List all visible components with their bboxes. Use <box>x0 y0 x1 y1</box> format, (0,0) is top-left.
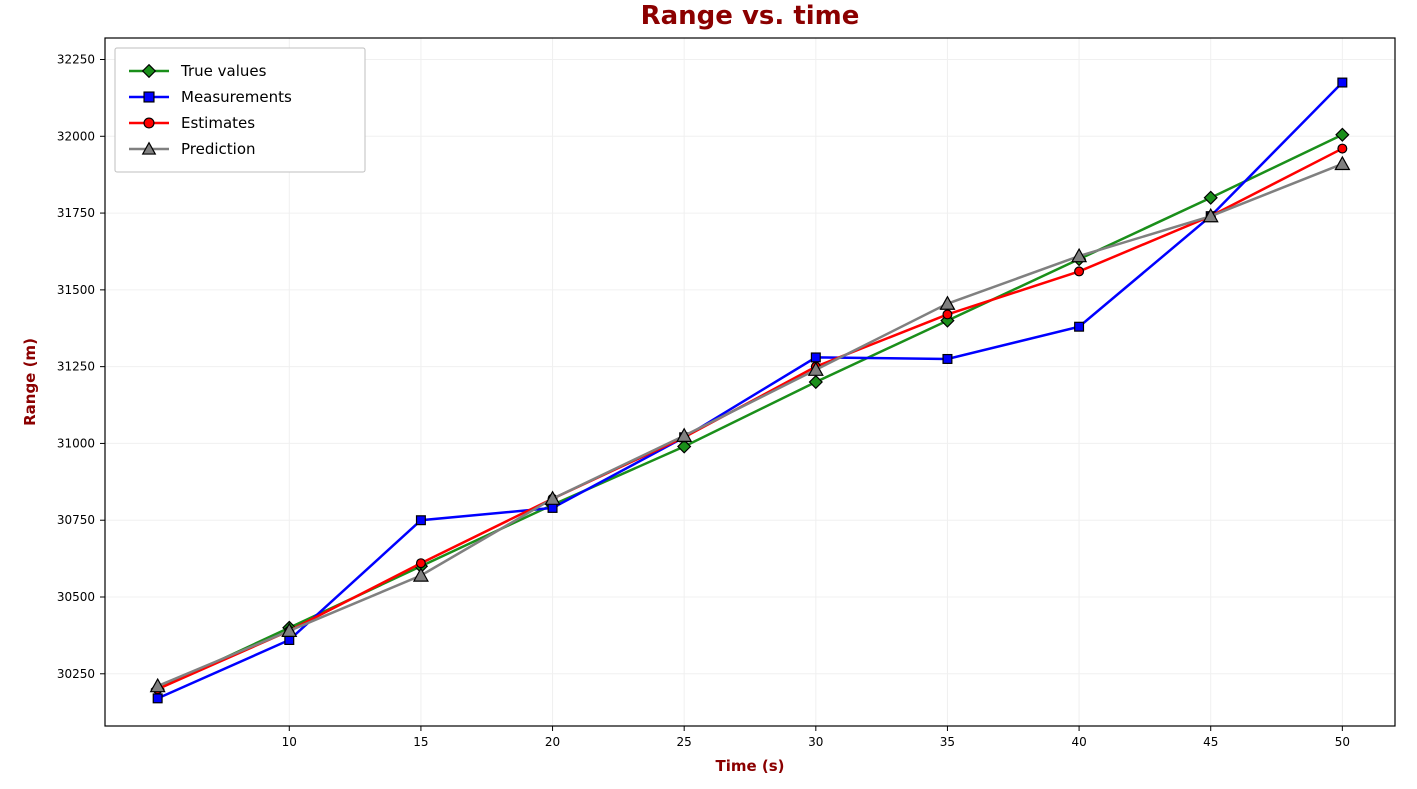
xtick-label: 45 <box>1203 735 1218 749</box>
legend-label: True values <box>180 62 267 80</box>
ytick-label: 32000 <box>57 129 95 143</box>
xtick-label: 35 <box>940 735 955 749</box>
xtick-label: 25 <box>677 735 692 749</box>
xtick-label: 40 <box>1071 735 1086 749</box>
ytick-label: 31500 <box>57 283 95 297</box>
chart-title: Range vs. time <box>641 1 860 31</box>
xtick-label: 50 <box>1335 735 1350 749</box>
chart-svg: Range vs. time 10 15 20 25 30 35 40 45 50 30250 305… <box>0 0 1417 789</box>
xtick-label: 10 <box>282 735 297 749</box>
legend-label: Estimates <box>181 114 255 132</box>
y-axis-label: Range (m) <box>21 338 39 426</box>
legend-label: Prediction <box>181 140 256 158</box>
ytick-label: 31000 <box>57 436 95 450</box>
ytick-label: 31250 <box>57 360 95 374</box>
ytick-label: 30500 <box>57 590 95 604</box>
ytick-label: 32250 <box>57 53 95 67</box>
legend-label: Measurements <box>181 88 292 106</box>
chart-container: { "chart": { "type": "line", "title": "R… <box>0 0 1417 789</box>
ytick-label: 30250 <box>57 667 95 681</box>
ytick-label: 31750 <box>57 206 95 220</box>
ytick-label: 30750 <box>57 513 95 527</box>
xtick-label: 30 <box>808 735 823 749</box>
legend: True values Measurements Estimates Predicti… <box>115 48 365 172</box>
xtick-label: 15 <box>413 735 428 749</box>
xtick-label: 20 <box>545 735 560 749</box>
x-axis-label: Time (s) <box>715 757 784 775</box>
